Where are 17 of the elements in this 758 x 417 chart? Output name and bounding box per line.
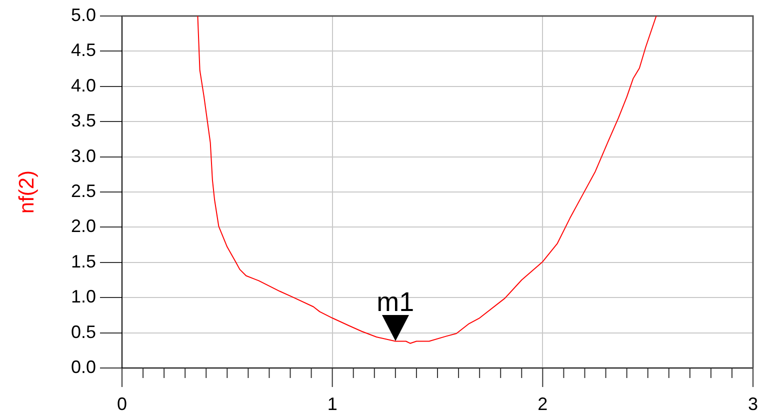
y-tick-label: 0.0 <box>70 356 96 377</box>
x-tick-label: 1 <box>327 394 338 414</box>
y-tick-label: 3.5 <box>70 110 96 131</box>
y-tick-label: 4.5 <box>70 40 96 60</box>
y-tick-label: 2.0 <box>70 216 96 236</box>
annotation: m1 <box>376 287 414 318</box>
y-tick-label: 4.0 <box>70 75 96 96</box>
y-tick-label: 1.0 <box>70 286 96 307</box>
y-tick-label: 5.0 <box>70 4 96 25</box>
y-tick-label: 3.0 <box>70 146 96 166</box>
x-tick-label: 2 <box>538 394 548 414</box>
y-axis-title: nf(2) <box>15 170 38 214</box>
y-tick-label: 1.5 <box>70 251 96 272</box>
y-tick-label: 0.5 <box>70 322 96 342</box>
y-tick-label: 2.5 <box>70 180 96 201</box>
x-tick-label: 3 <box>748 394 758 414</box>
x-tick-label: 0 <box>116 394 128 414</box>
